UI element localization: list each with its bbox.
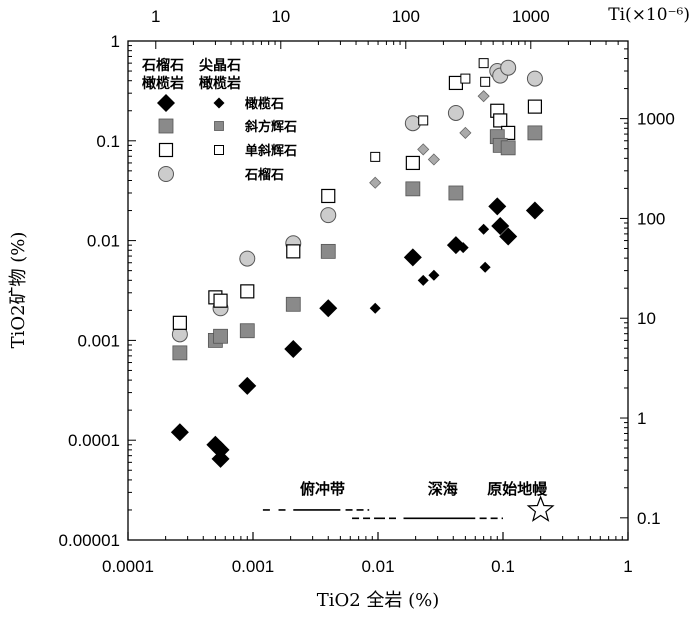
x-tick-label: 0.001: [232, 557, 275, 576]
data-point-diamond-gray-small: [459, 126, 472, 139]
x-tick-label: 0.01: [361, 557, 394, 576]
data-point-square-open-large: [286, 244, 301, 259]
data-point-square-gray-large: [213, 328, 228, 344]
data-point-diamond-gray-small: [477, 90, 490, 103]
data-point-diamond-large: [211, 449, 230, 468]
data-point-diamond-large: [170, 423, 189, 442]
legend-header-garnet: 石榴石: [141, 57, 184, 74]
right-tick-label: 10: [637, 309, 656, 328]
data-point-square-open-large: [240, 284, 255, 299]
plot-frame: [127, 40, 629, 541]
data-point-square-open-large: [213, 293, 228, 308]
legend-marker-circle-gray: [158, 166, 174, 182]
data-point-square-open-small: [480, 76, 491, 87]
legend-marker-square-gray-small: [214, 121, 224, 131]
legend-header-spinel: 尖晶石: [199, 57, 241, 74]
range-bars: [262, 509, 503, 520]
y-tick-label: 0.1: [96, 132, 120, 151]
data-point-square-open-large: [527, 99, 543, 114]
data-point-diamond-large: [238, 376, 257, 395]
top-tick-label: 1: [151, 7, 160, 26]
data-point-square-gray-large: [527, 125, 543, 141]
top-tick-label: 10: [271, 7, 290, 26]
data-point-square-open-large: [172, 315, 187, 330]
primitive-mantle-star: [526, 495, 555, 522]
data-point-square-gray-large: [500, 140, 516, 156]
legend-header-spinel-peridotite: 橄榄岩: [199, 75, 241, 92]
right-tick-label: 100: [637, 209, 665, 228]
data-point-square-gray-large: [285, 296, 301, 312]
data-point-square-gray-large: [320, 243, 336, 259]
data-point-diamond-small: [417, 274, 429, 286]
legend-marker-square-gray-large: [158, 118, 174, 134]
right-tick-label: 0.1: [637, 509, 661, 528]
data-point-square-gray-large: [172, 345, 188, 361]
legend-marker-diamond-small: [213, 97, 225, 109]
data-point-square-open-large: [493, 113, 508, 128]
legend-marker-square-open-large: [158, 142, 174, 158]
data-point-square-open-small: [478, 58, 489, 69]
data-point-circle-gray: [500, 59, 517, 76]
data-point-circle-gray: [447, 104, 464, 121]
data-point-square-open-large: [405, 155, 420, 171]
legend-marker-square-open-small: [214, 145, 224, 155]
data-point-square-open-large: [321, 188, 336, 204]
top-axis-title: Ti(×10⁻⁶): [608, 5, 690, 25]
data-point-diamond-gray-small: [427, 153, 440, 166]
data-point-square-gray-large: [239, 323, 255, 339]
data-point-circle-gray: [320, 207, 337, 224]
axis-labels: 0.0001 0.001 0.01 0.1 1 0.00001 0.0001 0.001 0.0…: [8, 5, 690, 611]
legend-label: 石榴石: [244, 167, 284, 183]
y-tick-label: 0.001: [77, 331, 120, 350]
data-point-diamond-large: [403, 248, 422, 267]
data-point-circle-gray: [404, 115, 421, 132]
data-point-diamond-small: [478, 223, 490, 235]
data-point-diamond-large: [319, 299, 338, 318]
y-tick-label: 1: [111, 32, 120, 51]
axis-ticks: [127, 41, 629, 541]
data-point-diamond-small: [457, 242, 469, 254]
primitive-mantle-label: 原始地幔: [487, 480, 548, 498]
legend-header-garnet-peridotite: 橄榄岩: [142, 75, 184, 92]
deep-sea-label: 深海: [428, 480, 458, 498]
y-axis-title: TiO2矿物 (%): [8, 232, 29, 349]
data-point-square-gray-large: [405, 181, 421, 197]
top-tick-label: 100: [392, 7, 420, 26]
top-tick-label: 1000: [512, 7, 550, 26]
legend-label: 单斜辉石: [245, 143, 297, 159]
x-axis-title: TiO2 全岩 (%): [317, 590, 440, 611]
y-tick-label: 0.00001: [59, 531, 120, 550]
data-point-diamond-small: [479, 261, 491, 273]
data-point-diamond-gray-small: [369, 176, 382, 189]
right-tick-label: 1000: [637, 110, 675, 129]
legend-label: 斜方辉石: [244, 119, 297, 135]
data-point-square-gray-large: [448, 185, 464, 201]
x-tick-label: 0.1: [491, 557, 515, 576]
y-tick-label: 0.01: [87, 232, 120, 251]
subduction-label: 俯冲带: [300, 480, 345, 498]
y-tick-label: 0.0001: [68, 431, 120, 450]
data-point-diamond-gray-small: [417, 143, 430, 156]
right-tick-label: 1: [637, 409, 646, 428]
data-point-diamond-large: [525, 201, 544, 220]
data-point-square-open-small: [418, 115, 429, 126]
legend-marker-diamond-large: [157, 94, 175, 112]
data-points: [170, 58, 544, 468]
x-tick-label: 0.0001: [102, 557, 154, 576]
legend-label: 橄榄石: [245, 96, 284, 112]
data-point-diamond-small: [428, 269, 440, 281]
data-point-diamond-large: [499, 227, 518, 246]
data-point-circle-gray: [526, 70, 543, 87]
data-point-diamond-large: [284, 340, 303, 359]
data-point-diamond-large: [488, 197, 507, 216]
data-point-square-open-small: [370, 151, 381, 162]
data-point-diamond-large: [491, 217, 510, 236]
data-point-circle-gray: [239, 250, 256, 267]
data-point-diamond-small: [369, 302, 381, 314]
x-tick-label: 1: [623, 557, 632, 576]
data-point-square-open-small: [460, 73, 471, 84]
